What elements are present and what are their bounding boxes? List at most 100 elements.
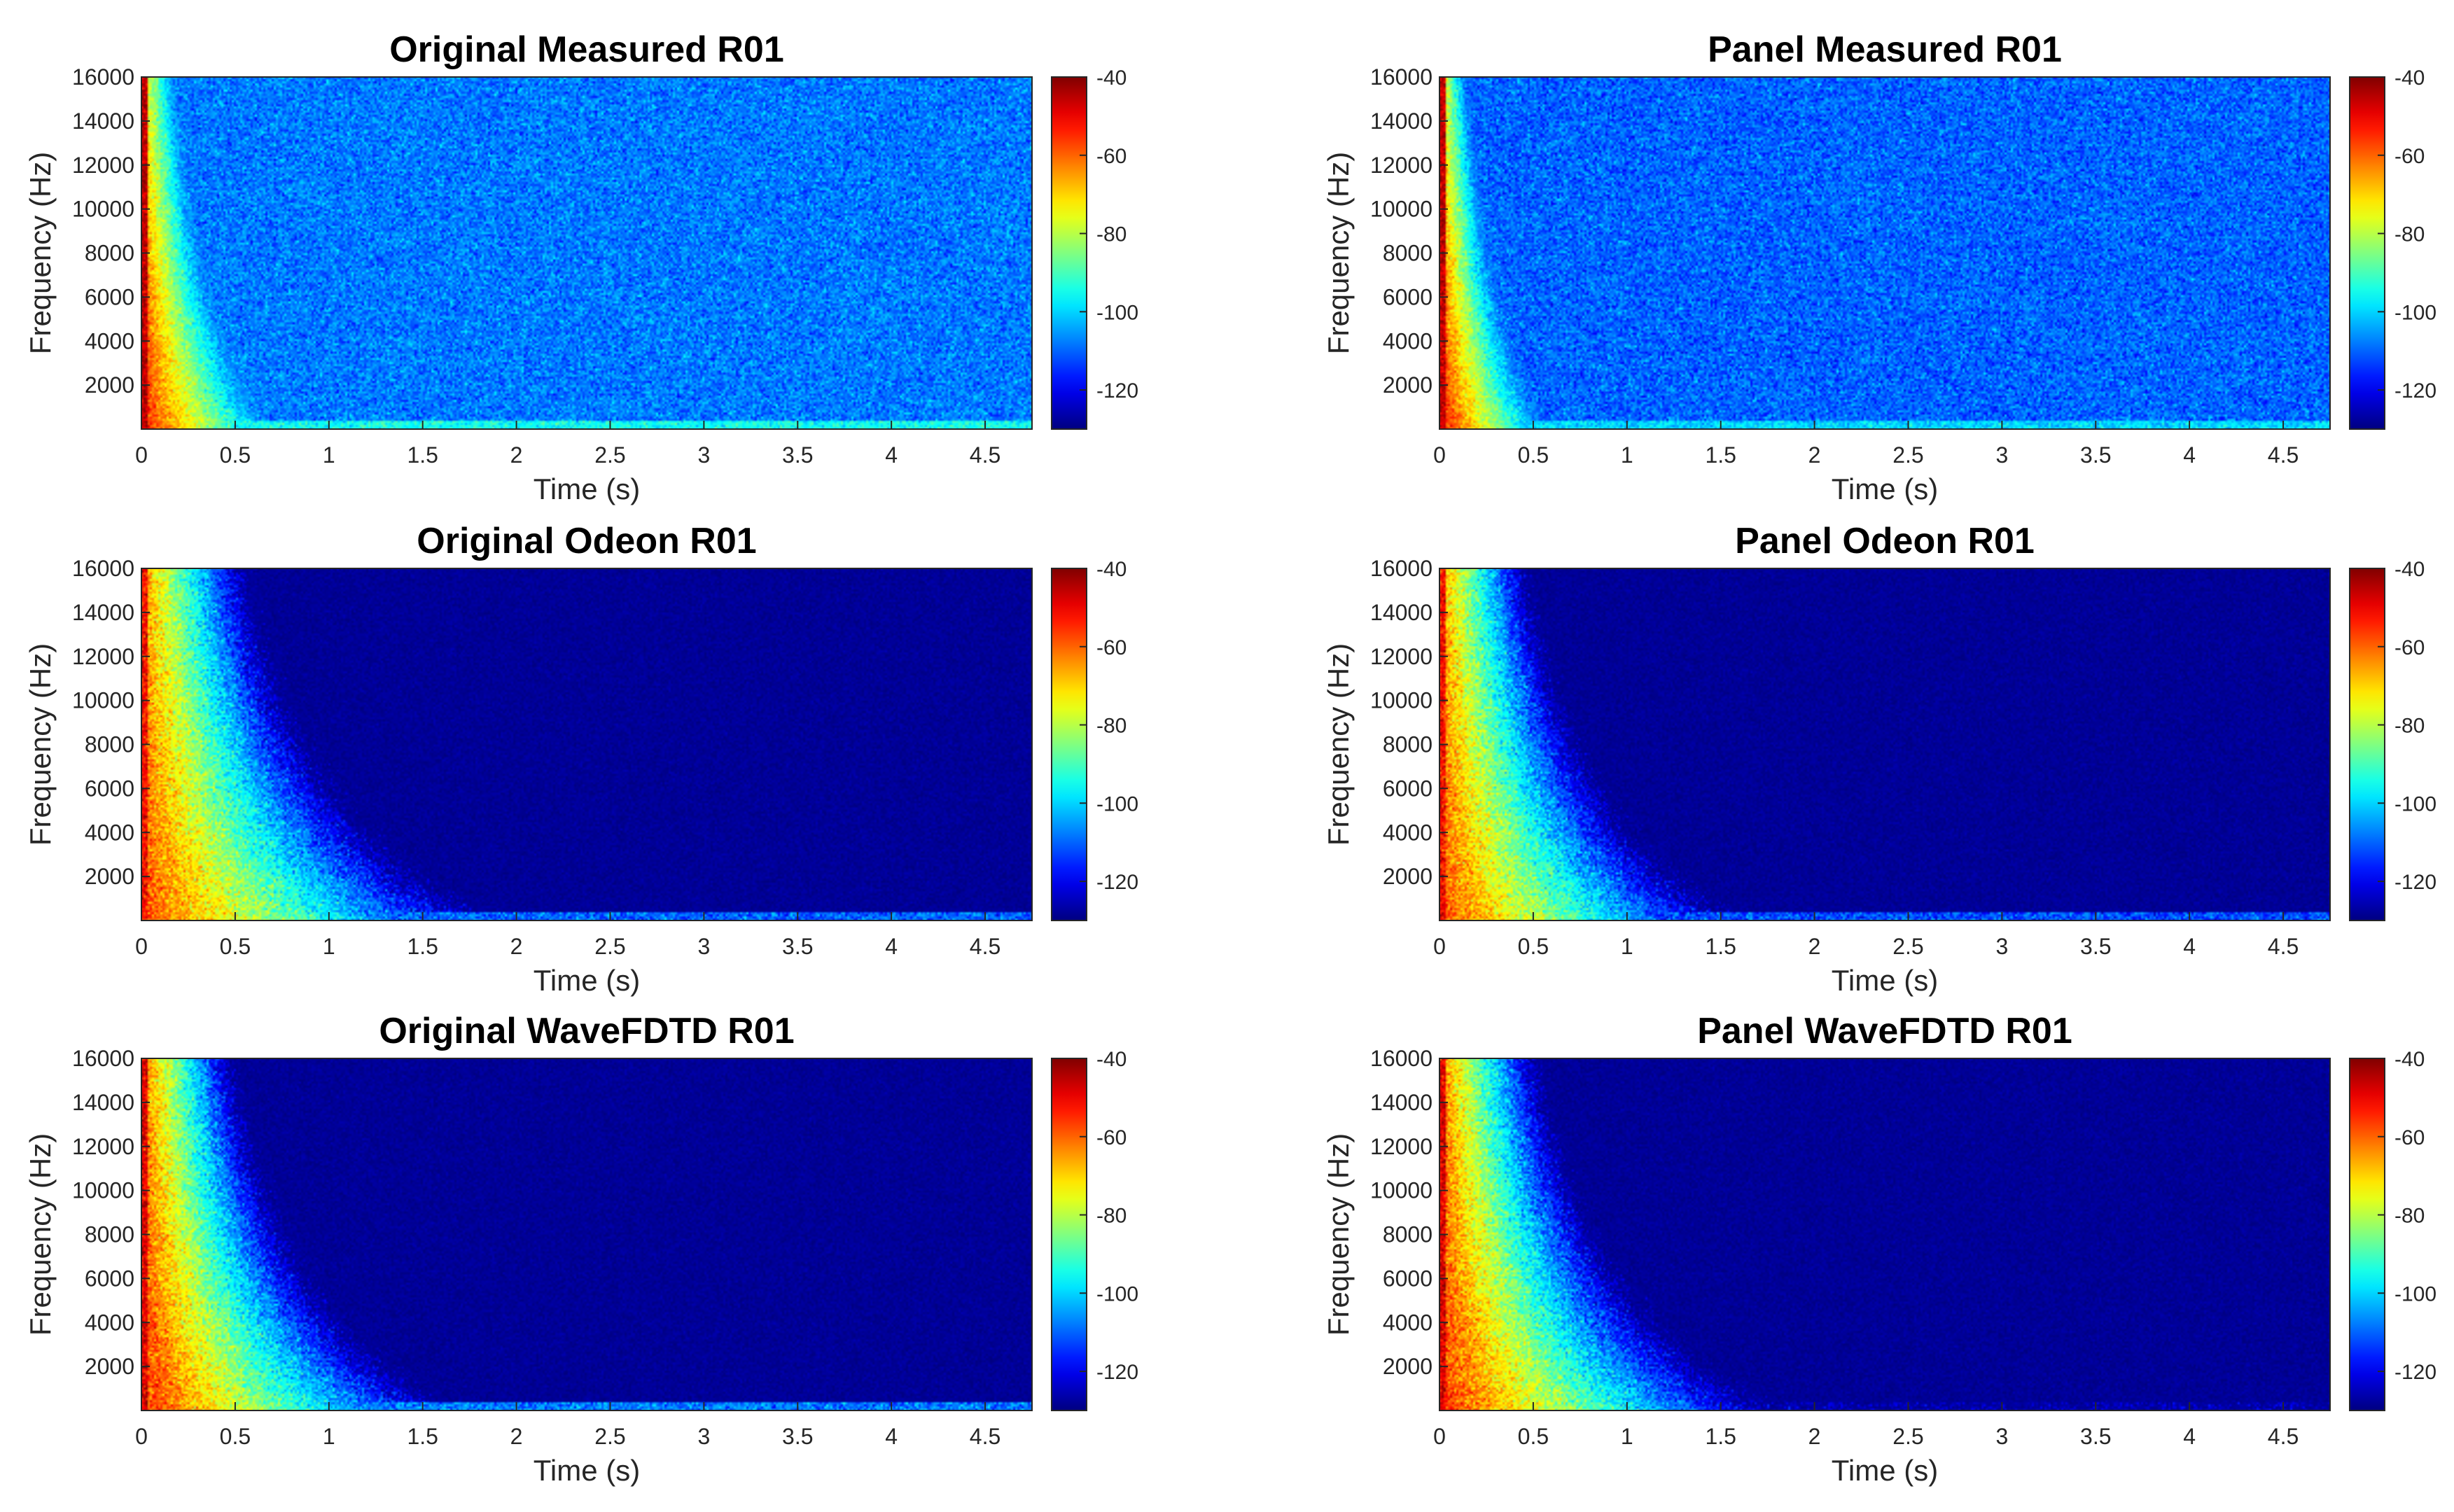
x-tick-label: 4 [885,442,898,468]
x-tick-label: 0 [135,934,148,959]
x-tick-label: 2.5 [594,1424,625,1449]
x-tick-label: 0.5 [1518,442,1549,468]
x-tick-label: 4 [2183,1424,2196,1449]
colorbar-tick-label: -120 [1096,379,1138,402]
y-axis-label: Frequency (Hz) [1322,1133,1355,1336]
y-tick-label: 10000 [1370,688,1432,713]
spectrogram-panel: Panel Odeon R01 0 0.5 1 1.5 2 2.5 3 3.5 4 4.5 2000 4… [1322,521,2436,997]
x-tick-label: 1.5 [1705,1424,1736,1449]
y-tick-label: 16000 [1370,556,1432,581]
y-tick-label: 14000 [72,600,134,625]
colorbar-tick-label: -80 [2394,223,2425,246]
y-tick-label: 2000 [1383,864,1432,889]
colorbar-tick-label: -100 [2394,1282,2436,1306]
x-tick-label: 3.5 [2080,1424,2111,1449]
y-axis-label: Frequency (Hz) [1322,643,1355,846]
colorbar-tick-label: -60 [2394,1126,2425,1149]
colorbar-tick-label: -60 [1096,636,1127,659]
x-tick-label: 2 [510,1424,523,1449]
y-tick-label: 6000 [85,1266,134,1291]
x-tick-label: 3.5 [782,442,813,468]
colorbar-tick-label: -100 [2394,301,2436,324]
y-tick-label: 12000 [1370,1134,1432,1159]
y-tick-label: 4000 [1383,328,1432,354]
x-tick-label: 4.5 [2268,442,2299,468]
x-tick-label: 0 [135,1424,148,1449]
y-tick-label: 10000 [72,197,134,222]
colorbar-tick-label: -120 [1096,871,1138,894]
colorbar-tick-label: -100 [1096,1282,1138,1306]
x-tick-label: 4.5 [2268,1424,2299,1449]
y-tick-label: 10000 [1370,197,1432,222]
x-tick-label: 3 [1995,442,2008,468]
x-tick-label: 2.5 [1892,1424,1923,1449]
x-tick-label: 0.5 [220,1424,251,1449]
chart-title: Original WaveFDTD R01 [379,1011,794,1051]
colorbar-tick-label: -120 [2394,1361,2436,1384]
x-tick-label: 1.5 [1705,442,1736,468]
x-tick-label: 2.5 [594,442,625,468]
y-tick-label: 4000 [85,328,134,354]
x-tick-label: 4.5 [970,934,1001,959]
y-tick-label: 4000 [85,820,134,845]
y-tick-label: 14000 [72,1090,134,1115]
colorbar-tick-label: -120 [2394,379,2436,402]
chart-title: Panel Odeon R01 [1735,521,2035,561]
x-tick-label: 0.5 [1518,934,1549,959]
x-tick-label: 1 [1621,1424,1633,1449]
colorbar-tick-label: -40 [2394,1048,2425,1071]
y-axis-label: Frequency (Hz) [24,1133,57,1336]
y-tick-label: 12000 [1370,644,1432,669]
x-tick-label: 3 [1995,1424,2008,1449]
colorbar-tick-label: -60 [1096,145,1127,168]
x-tick-label: 1 [1621,442,1633,468]
x-tick-label: 2 [1808,1424,1821,1449]
colorbar-tick-label: -100 [1096,301,1138,324]
x-axis-label: Time (s) [534,1454,640,1487]
colorbar-tick-label: -40 [2394,558,2425,581]
colorbar-tick-label: -60 [2394,636,2425,659]
y-tick-label: 6000 [85,284,134,309]
chart-title: Panel Measured R01 [1708,29,2062,70]
x-tick-label: 4 [2183,934,2196,959]
y-tick-label: 2000 [1383,1354,1432,1379]
x-tick-label: 3 [697,442,710,468]
y-axis-label: Frequency (Hz) [24,643,57,846]
x-tick-label: 1.5 [407,442,438,468]
chart-title: Panel WaveFDTD R01 [1697,1011,2072,1051]
spectrogram-panel: Original Odeon R01 0 0.5 1 1.5 2 2.5 3 3.5 4 4.5 20… [24,521,1138,997]
x-tick-label: 4.5 [970,1424,1001,1449]
y-tick-label: 6000 [85,776,134,801]
x-tick-label: 2 [510,442,523,468]
spectrogram-heatmap [1439,77,2330,429]
y-axis-label: Frequency (Hz) [1322,152,1355,354]
x-tick-label: 2 [1808,934,1821,959]
spectrogram-heatmap [141,568,1032,920]
y-tick-label: 2000 [85,864,134,889]
x-tick-label: 4 [885,934,898,959]
y-tick-label: 14000 [1370,108,1432,134]
y-tick-label: 6000 [1383,284,1432,309]
colorbar-tick-label: -80 [2394,1205,2425,1228]
x-tick-label: 2 [510,934,523,959]
y-tick-label: 12000 [72,644,134,669]
y-tick-label: 8000 [1383,1222,1432,1247]
x-tick-label: 1 [323,442,335,468]
y-tick-label: 14000 [1370,1090,1432,1115]
x-tick-label: 3 [1995,934,2008,959]
y-tick-label: 8000 [1383,732,1432,757]
y-tick-label: 12000 [72,1134,134,1159]
x-tick-label: 1.5 [1705,934,1736,959]
y-tick-label: 16000 [72,64,134,90]
colorbar-tick-label: -120 [2394,871,2436,894]
x-tick-label: 4 [885,1424,898,1449]
x-tick-label: 4.5 [2268,934,2299,959]
x-axis-label: Time (s) [534,964,640,997]
spectrogram-panel: Original WaveFDTD R01 0 0.5 1 1.5 2 2.5 3 3.5 4 4.… [24,1011,1138,1487]
colorbar [1051,568,1087,921]
colorbar [2349,76,2385,430]
y-tick-label: 6000 [1383,776,1432,801]
spectrogram-heatmap [141,77,1032,429]
colorbar [2349,568,2385,921]
